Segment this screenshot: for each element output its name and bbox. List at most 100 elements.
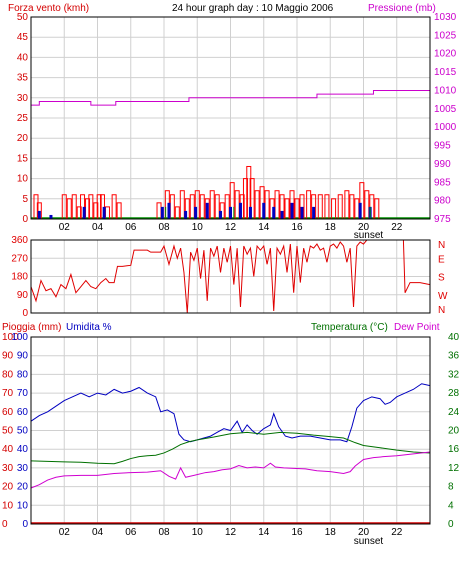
wind-gust-bar: [174, 206, 180, 220]
wind-gust-bar: [234, 190, 240, 220]
wind-average-bar: [358, 202, 362, 219]
humidity-tick-label: 100: [11, 332, 28, 343]
wind-average-bar: [280, 210, 284, 219]
wind-tick-label: 20: [17, 133, 29, 144]
temperature-tick-label: 28: [448, 388, 460, 399]
wind-gust-bar: [66, 198, 72, 220]
wind-tick-label: 35: [17, 73, 29, 84]
direction-tick-label: 360: [11, 235, 28, 246]
x-tick-label: 22: [391, 222, 403, 233]
humidity-line: [30, 383, 431, 443]
humidity-tick-label: 40: [17, 444, 29, 455]
x-tick-label: 18: [325, 527, 337, 538]
wind-gust-bar: [306, 190, 312, 220]
temperature-tick-label: 8: [448, 482, 454, 493]
pressure-tick-label: 1010: [434, 85, 457, 96]
x-tick-label: 06: [125, 527, 137, 538]
x-tick-label: 16: [291, 527, 303, 538]
x-tick-label: 02: [59, 222, 71, 233]
humidity-tick-label: 90: [17, 351, 29, 362]
temperature-tick-label: 20: [448, 426, 460, 437]
direction-tick-label: 0: [22, 308, 28, 319]
humidity-tick-label: 80: [17, 369, 29, 380]
x-tick-label: 02: [59, 527, 71, 538]
x-tick-label: 12: [225, 527, 237, 538]
wind-gust-bar: [156, 202, 162, 220]
wind-average-bar: [82, 206, 86, 219]
graph-title: 24 hour graph day : 10 Maggio 2006: [172, 3, 334, 14]
wind-average-bar: [37, 210, 41, 219]
pressure-tick-label: 1000: [434, 122, 457, 133]
wind-gust-bar: [104, 206, 110, 220]
wind-average-bar: [167, 202, 171, 219]
temperature-tick-label: 32: [448, 369, 460, 380]
wind-average-bar: [160, 206, 164, 219]
rain-tick-label: 50: [2, 426, 14, 437]
x-tick-label: 20: [358, 222, 370, 233]
wind-average-bar: [184, 210, 188, 219]
wind-gust-bar: [179, 190, 185, 220]
wind-average-bar: [312, 206, 316, 219]
x-tick-label: 18: [325, 222, 337, 233]
x-tick-label: 22: [391, 527, 403, 538]
wind-average-bar: [238, 202, 242, 219]
rain-tick-label: 80: [2, 369, 14, 380]
x-tick-label: 04: [92, 222, 104, 233]
pressure-tick-label: 1015: [434, 67, 457, 78]
rain-tick-label: 100: [2, 332, 19, 343]
humidity-tick-label: 70: [17, 388, 29, 399]
wind-gust-bar: [274, 190, 280, 220]
wind-gust-bar: [354, 198, 360, 220]
x-tick-label: 16: [291, 222, 303, 233]
sunset-label: sunset: [354, 230, 384, 241]
x-tick-label: 10: [192, 222, 204, 233]
wind-average-bar: [262, 202, 266, 219]
rain-tick-label: 0: [2, 519, 8, 530]
wind-tick-label: 50: [17, 12, 29, 23]
x-tick-label: 20: [358, 527, 370, 538]
pressure-tick-label: 1030: [434, 12, 457, 23]
dewpoint-axis-title: Dew Point: [394, 322, 440, 333]
pressure-tick-label: 990: [434, 159, 451, 170]
x-tick-label: 04: [92, 527, 104, 538]
wind-gust-bar: [374, 198, 380, 220]
wind-tick-label: 5: [22, 194, 28, 205]
humidity-tick-label: 30: [17, 463, 29, 474]
wind-tick-label: 15: [17, 153, 29, 164]
wind-tick-label: 30: [17, 93, 29, 104]
pressure-axis-title: Pressione (mb): [368, 3, 436, 14]
direction-tick-label: 270: [11, 253, 28, 264]
temperature-axis-title: Temperatura (°C): [311, 322, 388, 333]
pressure-tick-label: 1025: [434, 30, 457, 41]
pressure-tick-label: 985: [434, 177, 451, 188]
wind-axis-title: Forza vento (kmh): [8, 3, 89, 14]
panel-frame: [30, 336, 431, 525]
x-tick-label: 08: [158, 222, 170, 233]
panel-frame: [30, 239, 431, 314]
wind-average-bar: [194, 206, 198, 219]
wind-average-bar: [219, 210, 223, 219]
temperature-tick-label: 0: [448, 519, 454, 530]
temperature-tick-label: 24: [448, 407, 460, 418]
temperature-tick-label: 4: [448, 500, 454, 511]
wind-average-bar: [248, 206, 252, 219]
wind-tick-label: 40: [17, 52, 29, 63]
compass-letter-label: N: [438, 305, 445, 316]
compass-letter-label: S: [438, 273, 445, 284]
panel-frame: [30, 16, 431, 220]
humidity-axis-title: Umidita %: [66, 322, 112, 333]
wind-tick-label: 45: [17, 32, 29, 43]
wind-average-bar: [272, 206, 276, 219]
humidity-tick-label: 20: [17, 482, 29, 493]
humidity-tick-label: 10: [17, 500, 29, 511]
temperature-tick-label: 40: [448, 332, 460, 343]
wind-tick-label: 0: [22, 214, 28, 225]
pressure-tick-label: 1005: [434, 104, 457, 115]
wind-average-bar: [102, 206, 106, 219]
pressure-line: [31, 89, 430, 106]
temperature-tick-label: 12: [448, 463, 460, 474]
